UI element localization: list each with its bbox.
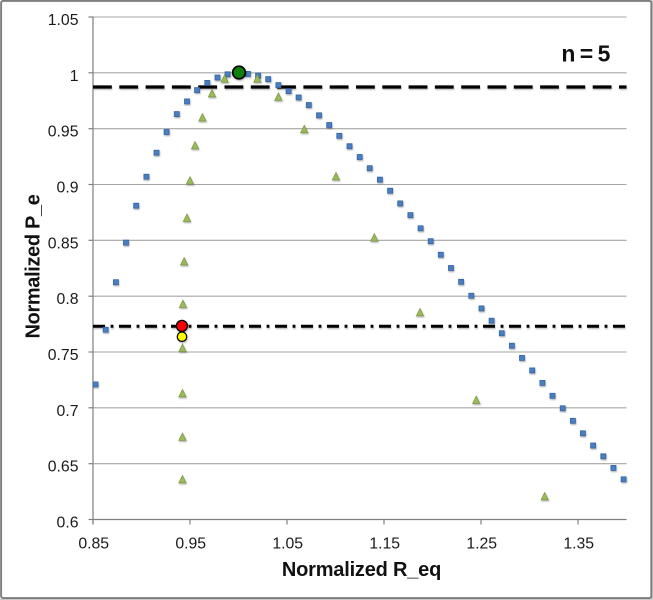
svg-text:1.15: 1.15: [369, 536, 400, 553]
svg-text:0.8: 0.8: [57, 291, 79, 308]
svg-text:0.65: 0.65: [48, 459, 79, 476]
svg-text:0.7: 0.7: [57, 403, 79, 420]
svg-text:n = 5: n = 5: [561, 41, 610, 67]
svg-text:1.25: 1.25: [466, 536, 497, 553]
svg-text:Normalized P_e: Normalized P_e: [23, 194, 45, 338]
svg-text:0.85: 0.85: [48, 235, 79, 252]
svg-text:Normalized R_eq: Normalized R_eq: [282, 559, 441, 581]
svg-text:0.9: 0.9: [57, 180, 79, 197]
svg-text:0.95: 0.95: [175, 536, 206, 553]
svg-text:1.05: 1.05: [272, 536, 303, 553]
svg-text:1.35: 1.35: [563, 536, 594, 553]
svg-text:1.05: 1.05: [48, 12, 79, 29]
svg-text:1: 1: [70, 68, 79, 85]
svg-text:0.95: 0.95: [48, 124, 79, 141]
svg-text:0.75: 0.75: [48, 347, 79, 364]
svg-text:0.6: 0.6: [57, 515, 79, 532]
svg-text:0.85: 0.85: [78, 536, 109, 553]
